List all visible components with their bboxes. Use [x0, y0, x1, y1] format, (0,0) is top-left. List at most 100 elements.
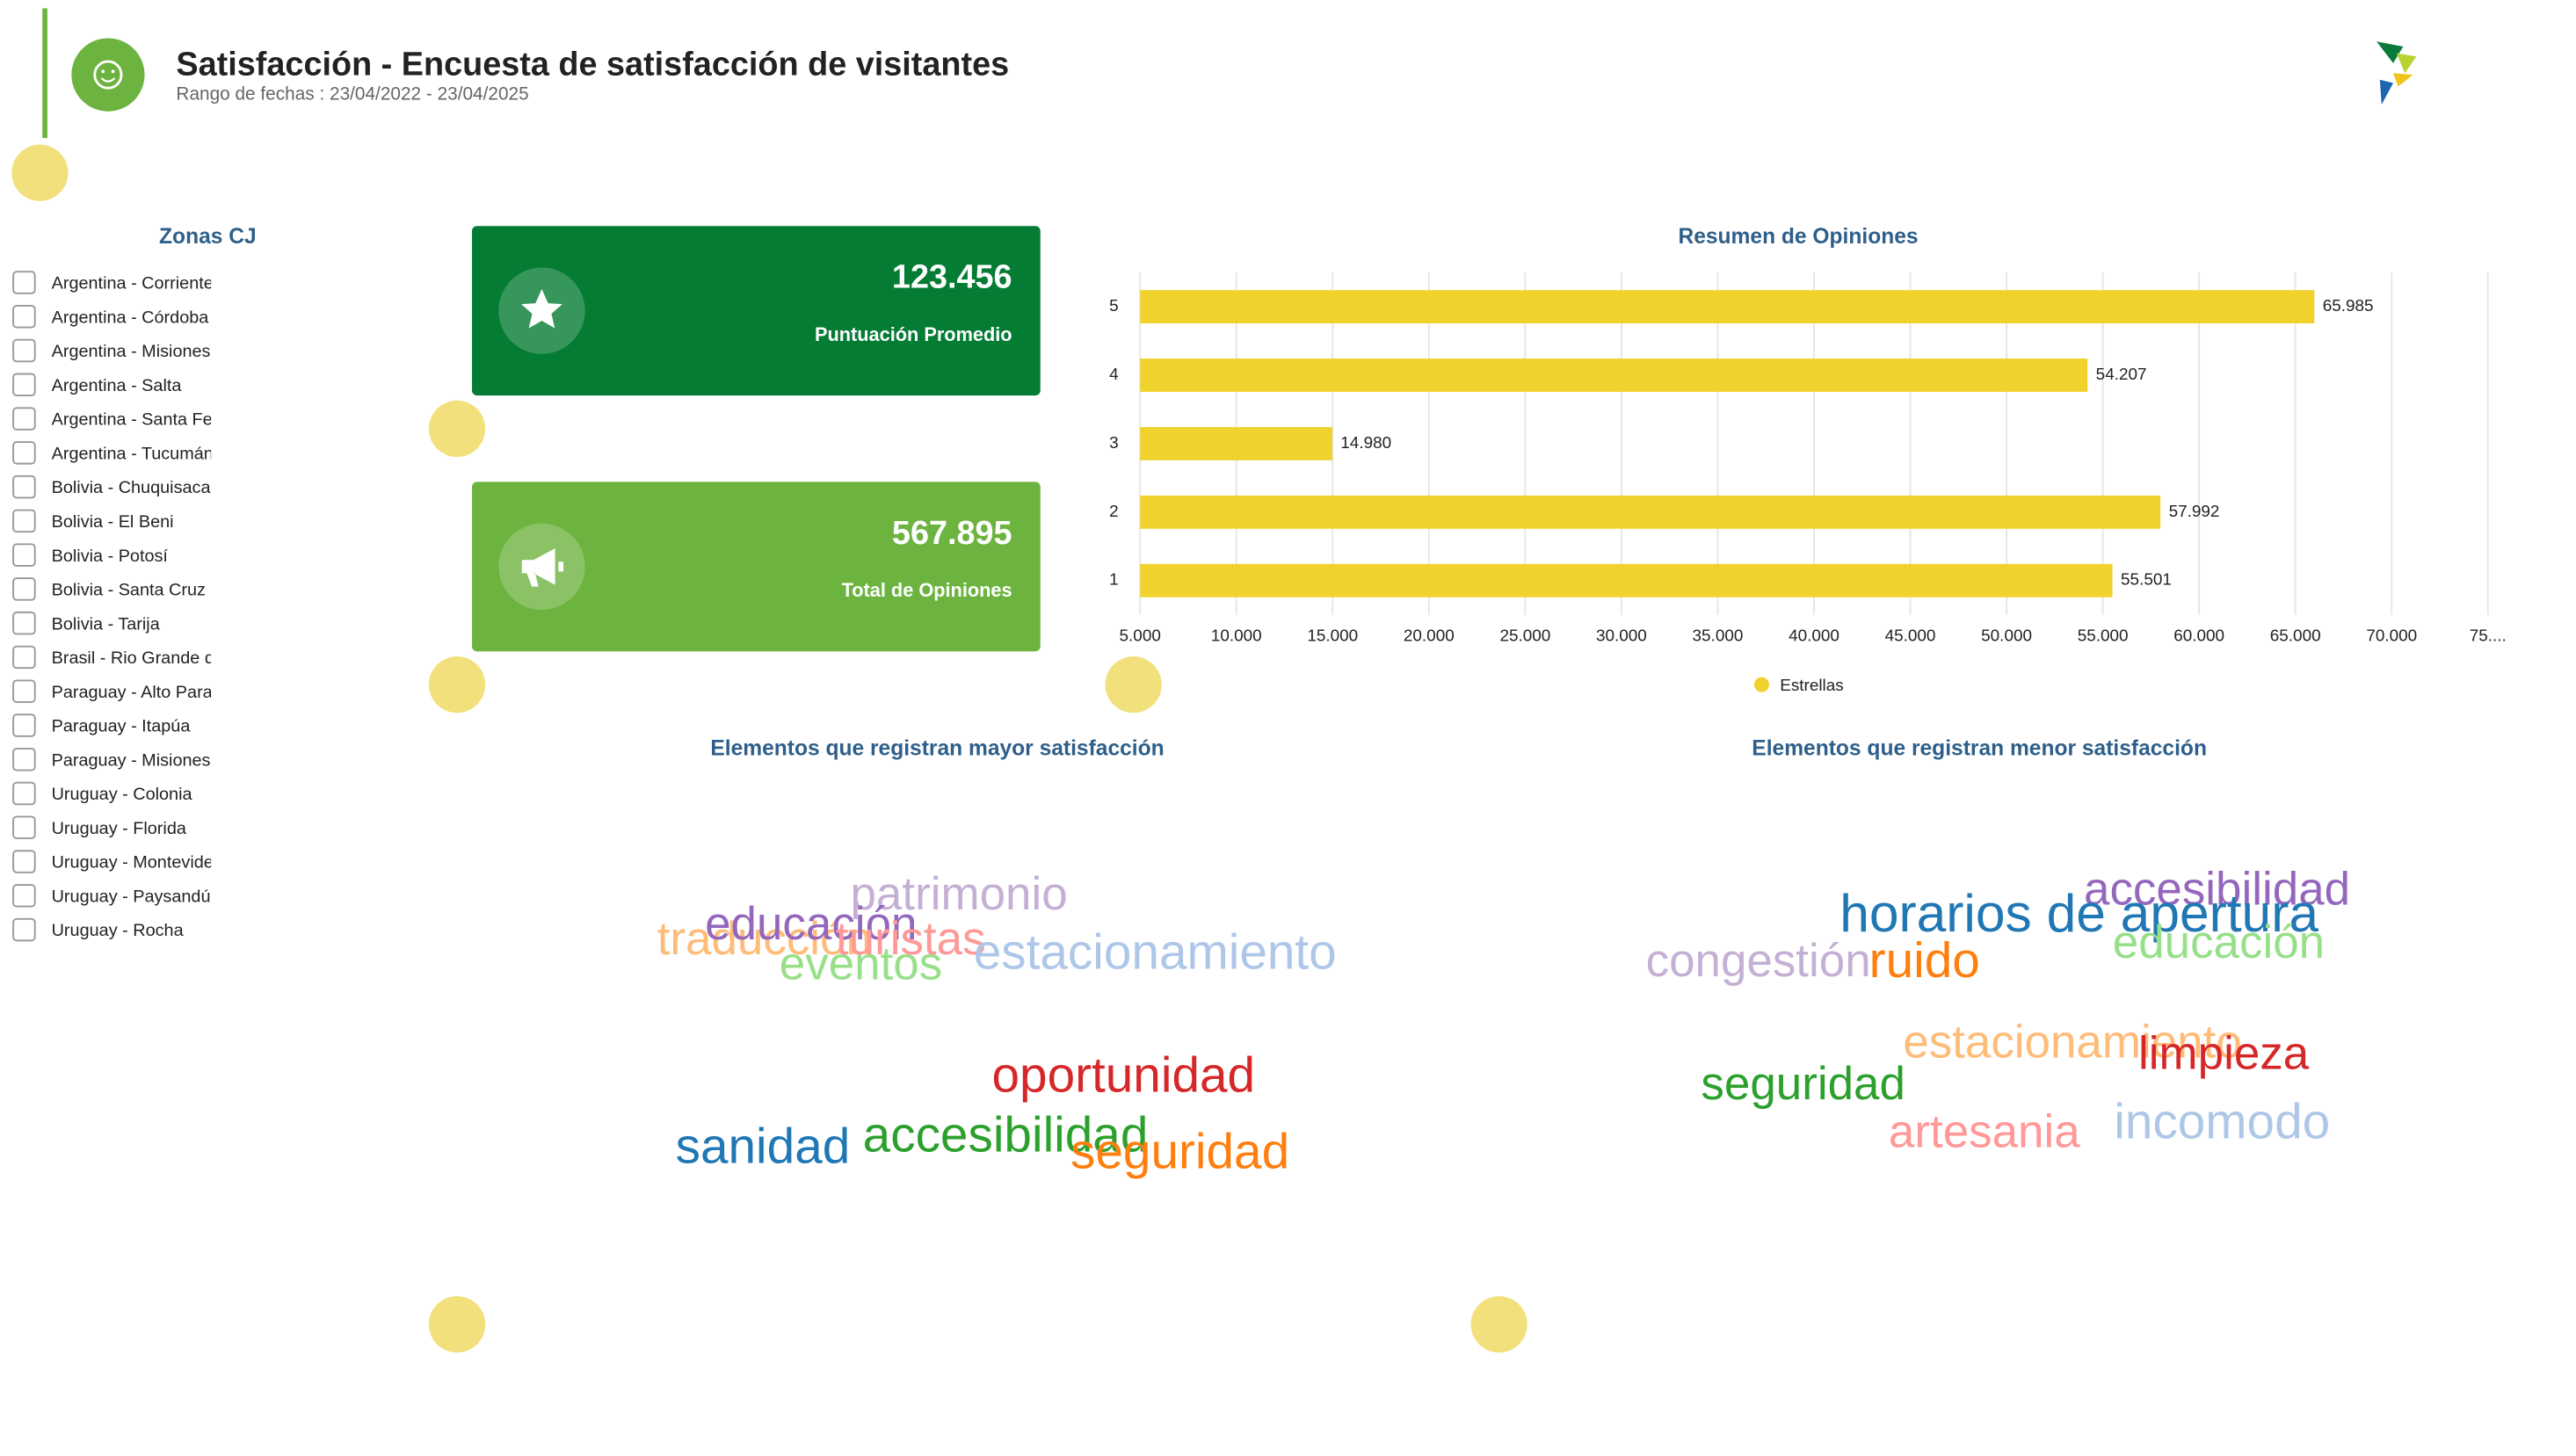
kpi-label: Total de Opiniones: [842, 579, 1012, 601]
kpi-value: 123.456: [892, 259, 1012, 296]
x-tick-label: 70.000: [2366, 627, 2417, 645]
checkbox[interactable]: [12, 305, 36, 329]
x-tick-label: 30.000: [1596, 627, 1647, 645]
kpi-icon: [521, 289, 562, 329]
checkbox[interactable]: [12, 679, 36, 703]
header-icon: [71, 38, 145, 112]
cloud-word: ruido: [1869, 933, 1980, 989]
cloud-word: seguridad: [1701, 1058, 1905, 1110]
value-label: 55.501: [2121, 571, 2172, 590]
cloud-word: oportunidad: [991, 1047, 1255, 1103]
checkbox[interactable]: [12, 645, 36, 670]
x-tick-label: 25.000: [1499, 627, 1550, 645]
cloud-word: educación: [2113, 916, 2325, 968]
kpi-label: Puntuación Promedio: [815, 323, 1012, 345]
kpi-card: [472, 482, 1041, 652]
y-tick-label: 4: [1109, 366, 1119, 384]
zone-label: Argentina - Corrientes: [52, 274, 222, 293]
checkbox[interactable]: [12, 543, 36, 567]
value-label: 65.985: [2323, 297, 2374, 315]
page-subtitle: Rango de fechas : 23/04/2022 - 23/04/202…: [176, 83, 528, 104]
bar: [1140, 427, 1332, 460]
bar: [1140, 563, 2113, 598]
cloud-word: limpieza: [2138, 1028, 2310, 1080]
checkbox[interactable]: [12, 611, 36, 635]
x-tick-label: 45.000: [1885, 627, 1936, 645]
y-tick-label: 2: [1109, 503, 1119, 521]
zone-label: Paraguay - Itapúa: [52, 717, 192, 736]
logo: [2376, 41, 2417, 105]
checkbox[interactable]: [12, 884, 36, 908]
zone-label: Argentina - Tucumán: [52, 444, 214, 463]
checkbox[interactable]: [12, 474, 36, 499]
zone-label: Bolivia - Potosí: [52, 547, 169, 566]
checkbox[interactable]: [12, 748, 36, 771]
cloud-word: artesania: [1889, 1106, 2080, 1158]
x-tick-label: 10.000: [1211, 627, 1262, 645]
cloud-word: accesibilidad: [863, 1107, 1149, 1163]
x-tick-label: 65.000: [2270, 627, 2321, 645]
cloud-word: congestión: [1646, 935, 1871, 987]
zone-label: Bolivia - Chuquisaca: [52, 478, 212, 497]
cloud-word: educación: [705, 898, 917, 950]
x-tick-label: 60.000: [2173, 627, 2224, 645]
value-label: 57.992: [2169, 503, 2220, 521]
checkbox[interactable]: [12, 373, 36, 397]
checkbox[interactable]: [12, 850, 36, 873]
zone-label: Bolivia - El Beni: [52, 512, 174, 532]
x-tick-label: 55.000: [2078, 627, 2129, 645]
x-tick-label: 5.000: [1120, 627, 1161, 645]
x-tick-label: 50.000: [1981, 627, 2032, 645]
zone-label: Uruguay - Florida: [52, 819, 187, 838]
zone-label: Bolivia - Tarija: [52, 614, 161, 634]
kpi-value: 567.895: [892, 515, 1012, 552]
checkbox[interactable]: [12, 577, 36, 601]
cloud-word: accesibilidad: [2084, 864, 2350, 916]
y-tick-label: 5: [1109, 297, 1119, 315]
x-tick-label: 75....: [2470, 627, 2507, 645]
checkbox[interactable]: [12, 781, 36, 806]
checkbox[interactable]: [12, 407, 36, 431]
x-tick-label: 35.000: [1693, 627, 1744, 645]
zones-list: Argentina - Corrientes Argentina - Córdob…: [12, 271, 255, 942]
checkbox[interactable]: [12, 714, 36, 737]
zone-label: Brasil - Rio Grande do Sul: [52, 648, 255, 668]
cloud-word: eventos: [780, 938, 942, 990]
bar-chart: 5.000 10.000 15.000 20.000 25.000 30.000 35.00…: [1109, 272, 2507, 695]
decorations: [11, 144, 1527, 1353]
legend-marker: [1753, 677, 1769, 692]
checkbox[interactable]: [12, 509, 36, 533]
checkbox[interactable]: [12, 271, 36, 294]
zone-label: Paraguay - Alto Paraná: [52, 683, 233, 702]
word-clouds: Elementos que registran mayor satisfacci…: [657, 736, 2350, 1179]
y-tick-label: 1: [1109, 571, 1119, 590]
bar: [1140, 359, 2088, 392]
checkbox[interactable]: [12, 917, 36, 942]
kpi-card: [472, 226, 1041, 396]
bar: [1140, 290, 2315, 324]
zone-label: Bolivia - Santa Cruz: [52, 581, 206, 600]
cloud-word: patrimonio: [851, 868, 1068, 920]
cloud-word: traducción: [657, 913, 872, 965]
checkbox[interactable]: [12, 441, 36, 465]
zone-label: Argentina - Córdoba: [52, 308, 210, 327]
cloud-word: turistas: [836, 913, 986, 965]
bar: [1140, 495, 2161, 529]
checkbox[interactable]: [12, 338, 36, 363]
cloud-word: sanidad: [676, 1119, 851, 1175]
cloud-title: Elementos que registran mayor satisfacci…: [710, 736, 1164, 760]
legend-label[interactable]: Estrellas: [1780, 677, 1843, 695]
page-title: Satisfacción - Encuesta de satisfacción …: [176, 47, 1009, 83]
kpi-cards: 123.456 Puntuación Promedio 567.895 Total d…: [472, 226, 1041, 652]
cloud-word: incomodo: [2114, 1094, 2330, 1149]
zone-label: Uruguay - Rocha: [52, 921, 185, 940]
cloud-word: seguridad: [1070, 1124, 1289, 1179]
chart-title: Resumen de Opiniones: [1678, 225, 1918, 249]
zone-label: Argentina - Salta: [52, 376, 183, 395]
checkbox[interactable]: [12, 815, 36, 840]
cloud-word: estacionamiento: [974, 924, 1337, 980]
zone-label: Uruguay - Colonia: [52, 785, 193, 804]
x-tick-label: 20.000: [1404, 627, 1455, 645]
value-label: 14.980: [1340, 434, 1391, 453]
